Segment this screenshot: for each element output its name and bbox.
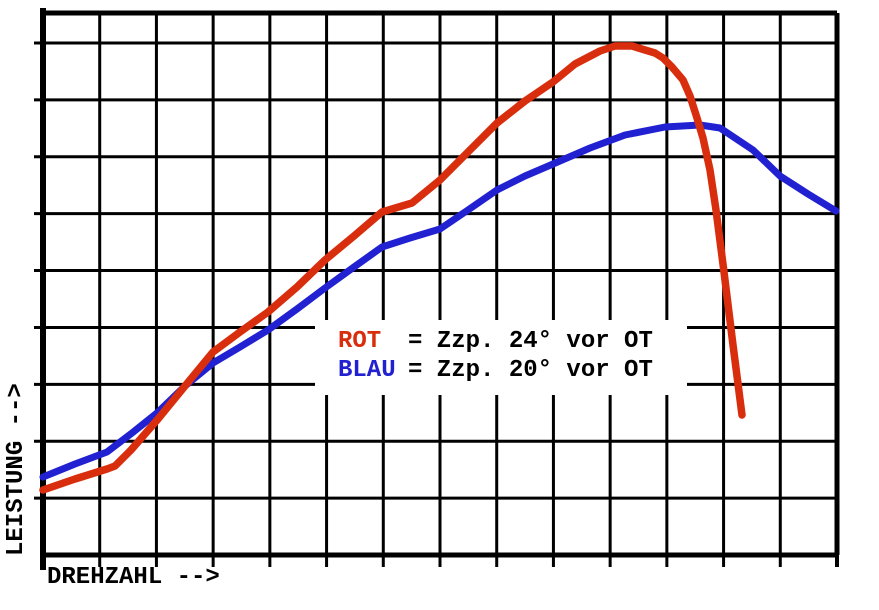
legend-label-rot: ROT bbox=[338, 328, 382, 355]
x-axis-label: DREHZAHL --> bbox=[47, 564, 220, 591]
rot-series-line bbox=[39, 42, 746, 494]
curve-lines bbox=[39, 42, 840, 494]
legend-row-blau: BLAU = Zzp. 20° vor OT bbox=[315, 356, 687, 385]
legend-text-rot: = Zzp. 24° vor OT bbox=[408, 328, 653, 355]
legend-row-rot: ROT = Zzp. 24° vor OT bbox=[315, 327, 687, 356]
grid-lines bbox=[34, 8, 840, 570]
legend-text-blau: = Zzp. 20° vor OT bbox=[408, 357, 653, 384]
legend: ROT = Zzp. 24° vor OT BLAU = Zzp. 20° vor … bbox=[315, 320, 687, 395]
legend-label-blau: BLAU bbox=[338, 357, 396, 384]
y-axis-label: LEISTUNG --> bbox=[3, 383, 30, 556]
